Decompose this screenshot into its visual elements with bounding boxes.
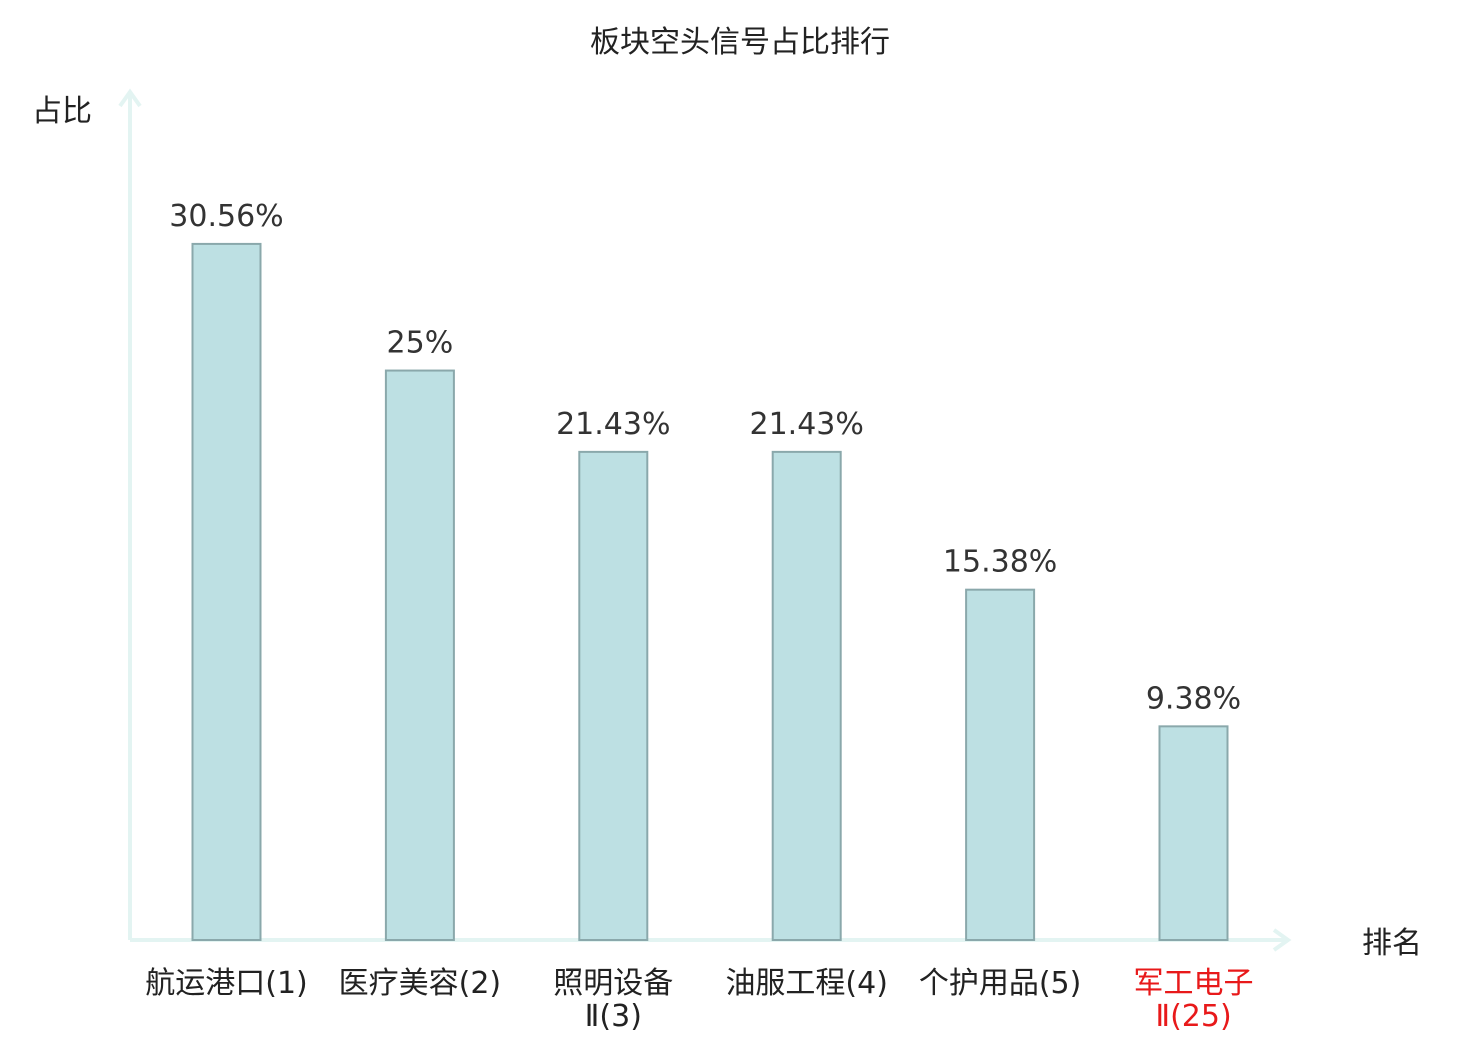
value-label: 21.43% bbox=[556, 407, 670, 442]
x-tick-label: 航运港口(1) bbox=[145, 966, 308, 1001]
x-axis-arrow bbox=[1272, 928, 1292, 952]
x-axis-label: 排名 bbox=[1362, 926, 1422, 961]
x-tick-label: 油服工程(4) bbox=[725, 966, 888, 1001]
bar bbox=[384, 369, 455, 941]
bars-group bbox=[191, 242, 1229, 942]
bar bbox=[771, 450, 842, 941]
bar bbox=[191, 242, 262, 941]
x-tick-label: 照明设备 bbox=[553, 966, 673, 1001]
bar bbox=[1158, 725, 1229, 941]
value-label: 30.56% bbox=[169, 199, 283, 234]
value-label: 21.43% bbox=[750, 407, 864, 442]
bar bbox=[578, 450, 649, 941]
x-tick-label: 军工电子 bbox=[1134, 966, 1254, 1001]
y-axis-label: 占比 bbox=[32, 94, 92, 129]
bar bbox=[965, 588, 1036, 942]
y-axis-arrow bbox=[118, 88, 142, 108]
x-tick-label: 医疗美容(2) bbox=[339, 966, 502, 1001]
value-label: 9.38% bbox=[1146, 681, 1241, 716]
value-label: 15.38% bbox=[943, 545, 1057, 580]
value-label: 25% bbox=[387, 326, 454, 361]
x-tick-label: 个护用品(5) bbox=[919, 966, 1082, 1001]
x-tick-label: Ⅱ(25) bbox=[1155, 999, 1231, 1034]
axes bbox=[118, 88, 1292, 952]
chart-title: 板块空头信号占比排行 bbox=[590, 25, 890, 60]
x-tick-label: Ⅱ(3) bbox=[585, 999, 642, 1034]
